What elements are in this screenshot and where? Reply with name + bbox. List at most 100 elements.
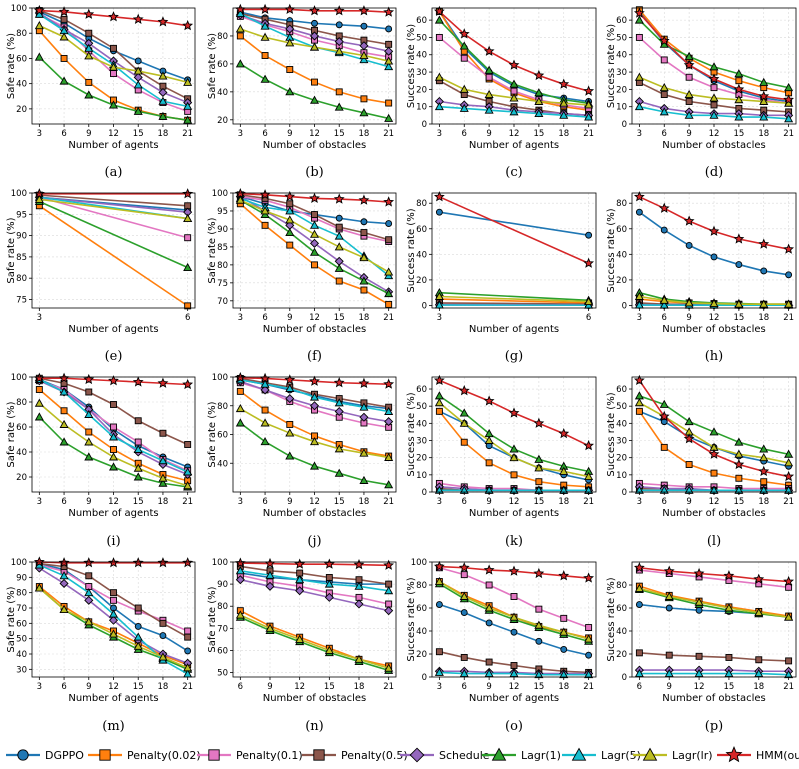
data-point xyxy=(286,200,294,208)
y-axis-label: Safe rate (%) xyxy=(207,217,218,283)
x-axis-label: Number of agents xyxy=(469,693,559,704)
data-point xyxy=(285,227,295,236)
legend-label: Penalty(0.5) xyxy=(341,749,408,762)
data-point xyxy=(334,406,344,417)
data-point xyxy=(34,20,44,30)
data-point xyxy=(33,4,45,16)
subplot-caption: (p) xyxy=(705,719,723,734)
data-point xyxy=(158,71,168,80)
data-point xyxy=(108,432,119,441)
data-point xyxy=(34,194,44,203)
y-axis-label: Safe rate (%) xyxy=(6,217,17,283)
data-point xyxy=(183,77,193,86)
data-point xyxy=(635,407,643,415)
x-tick-label: 3 xyxy=(637,497,642,507)
x-tick-label: 12 xyxy=(309,129,320,139)
data-point xyxy=(85,388,93,396)
series-line xyxy=(240,614,389,669)
y-tick-label: 0 xyxy=(422,488,427,498)
x-tick-label: 15 xyxy=(724,682,735,692)
data-point xyxy=(759,112,769,121)
y-tick-label: 20 xyxy=(616,454,627,464)
data-point xyxy=(708,73,720,84)
data-point xyxy=(759,96,769,105)
data-point xyxy=(509,612,519,621)
data-point xyxy=(360,22,368,30)
legend-label: Lagr(5) xyxy=(601,749,641,762)
plot-area xyxy=(632,562,796,677)
data-point xyxy=(286,241,294,249)
data-point xyxy=(183,213,193,223)
series-hmm-ours- xyxy=(633,374,795,482)
data-point xyxy=(334,242,344,251)
data-point xyxy=(485,619,493,627)
x-tick-label: 3 xyxy=(37,313,42,323)
data-point xyxy=(558,570,570,581)
data-point xyxy=(359,412,369,422)
y-axis-label: Safe rate (%) xyxy=(207,401,218,467)
data-point xyxy=(34,583,44,592)
data-point xyxy=(759,444,769,453)
data-point xyxy=(133,641,143,650)
data-point xyxy=(108,609,119,618)
x-axis-label: Number of obstacles xyxy=(662,324,766,335)
data-point xyxy=(634,102,644,111)
y-axis-label: Success rate (%) xyxy=(406,577,417,661)
x-axis-label: Number of agents xyxy=(68,508,158,519)
subplot-caption: (g) xyxy=(505,349,523,364)
data-point xyxy=(385,40,393,48)
data-point xyxy=(110,423,117,431)
series-lagr-5- xyxy=(634,668,794,679)
data-point xyxy=(309,238,320,248)
y-tick-label: 20 xyxy=(416,454,427,464)
y-tick-label: 60 xyxy=(16,423,27,433)
data-point xyxy=(758,90,770,101)
data-point xyxy=(158,96,168,105)
legend-item: HMM(ours) xyxy=(717,746,799,763)
series-line xyxy=(639,585,789,617)
data-point xyxy=(459,668,469,677)
data-point xyxy=(309,5,320,16)
legend-label: DGPPO xyxy=(45,749,84,762)
data-point xyxy=(459,408,469,417)
data-point xyxy=(533,567,545,579)
series-line xyxy=(439,291,589,302)
subplot-caption: (o) xyxy=(505,719,523,734)
data-point xyxy=(133,472,143,481)
data-point xyxy=(434,291,444,300)
x-tick-label: 6 xyxy=(262,313,267,323)
y-tick-label: 100 xyxy=(212,558,228,568)
data-point xyxy=(261,52,269,59)
data-point xyxy=(558,78,570,89)
series-line xyxy=(39,196,188,213)
data-point xyxy=(723,570,735,581)
y-tick-label: 20 xyxy=(616,85,627,95)
data-point xyxy=(584,112,594,121)
plot-area xyxy=(432,193,596,308)
data-point xyxy=(435,407,443,415)
y-tick-label: 40 xyxy=(616,51,627,61)
data-point xyxy=(660,443,668,451)
y-tick-label: 20 xyxy=(416,85,427,95)
data-point xyxy=(354,654,364,663)
data-point xyxy=(260,379,270,388)
y-tick-label: 60 xyxy=(217,60,228,70)
y-tick-label: 85 xyxy=(217,243,228,253)
data-point xyxy=(560,614,568,622)
chart-c: 3 6 9 12 15 18 21 0 10 20 30 40 50 60 Number of agents… xyxy=(406,5,597,180)
x-tick-label: 6 xyxy=(662,129,667,139)
data-point xyxy=(285,383,295,392)
series-line xyxy=(639,587,789,618)
series-schedule xyxy=(235,575,394,616)
data-point xyxy=(295,586,305,596)
data-point xyxy=(110,44,117,52)
y-tick-label: 50 xyxy=(16,635,27,645)
data-point xyxy=(663,565,675,576)
data-point xyxy=(157,377,169,388)
y-tick-label: 40 xyxy=(616,627,627,637)
series-line xyxy=(240,574,389,605)
data-point xyxy=(285,38,295,47)
series-lagr-5- xyxy=(634,485,794,494)
x-tick-label: 12 xyxy=(509,497,520,507)
